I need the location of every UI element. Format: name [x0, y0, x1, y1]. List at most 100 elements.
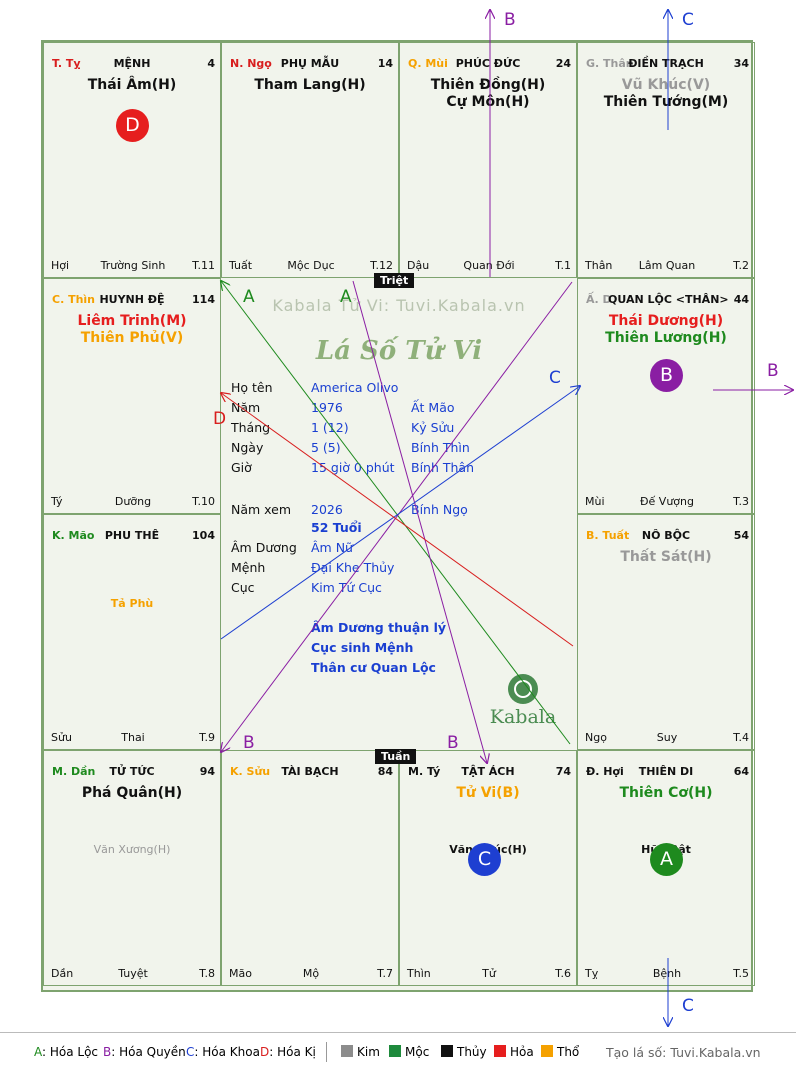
cell-stage: Lâm Quan	[638, 259, 696, 272]
birth-value: 1 (12)	[311, 420, 349, 435]
cell-footer: Dậu Quan Đới T.1	[407, 258, 571, 272]
palace-cell-suu[interactable]: K. Sửu TÀI BẠCH 84 Mão Mộ T.7	[221, 750, 399, 986]
legend-divider	[326, 1042, 327, 1062]
cell-palace-name: NÔ BỘC	[641, 529, 691, 542]
main-star: Thái Dương(H)	[608, 313, 724, 329]
tuan-label: Tuần	[375, 749, 417, 764]
cell-stage: Mộc Dục	[287, 259, 335, 272]
cell-branch: Tỵ	[585, 967, 599, 980]
element-color-swatch	[494, 1045, 506, 1057]
birth-canchi: Ất Mão	[411, 400, 455, 415]
cell-stage: Quan Đới	[463, 259, 515, 272]
destiny-key: Âm Dương	[231, 540, 297, 555]
legend-letter: C	[186, 1045, 195, 1059]
logo-text: Kabala	[489, 706, 557, 728]
birth-canchi: Bính Thìn	[411, 440, 470, 455]
birth-value: 5 (5)	[311, 440, 341, 455]
watermark-text: Kabala Tử Vi: Tuvi.Kabala.vn	[272, 296, 526, 315]
ext-label-c-bottom: C	[682, 996, 694, 1016]
cell-stage: Tuyệt	[118, 967, 148, 980]
age-value: 52 Tuổi	[311, 520, 362, 535]
element-color-swatch	[389, 1045, 401, 1057]
age-row: 52 Tuổi	[311, 518, 511, 538]
destiny-value: Kim Tứ Cục	[311, 580, 382, 595]
cell-dai-han-number: 74	[555, 765, 571, 778]
cell-footer: Ngọ Suy T.4	[585, 730, 749, 744]
hoa-quyen-line-2	[352, 280, 487, 763]
notes-block: Âm Dương thuận lý Cục sinh Mệnh Thân cư Qu…	[311, 618, 571, 678]
palace-cell-dau[interactable]: Ấ. D QUAN LỘC <THÂN> 44 Thái Dương(H) Thiên …	[577, 278, 755, 514]
birth-row: Họ tên America Olivo	[231, 378, 571, 398]
cell-footer: Thân Lâm Quan T.2	[585, 258, 749, 272]
legend-bar: A: Hóa Lộc B: Hóa Quyền C: Hóa Khoa D: Hóa …	[0, 1032, 796, 1071]
palace-cell-mui[interactable]: Q. Mùi PHÚC ĐỨC 24 Thiên Đồng(H) Cự Môn(H) Dậ…	[399, 42, 577, 278]
palace-cell-tuat[interactable]: B. Tuất NÔ BỘC 54 Thất Sát(H) Ngọ Suy T.4	[577, 514, 755, 750]
view-year-canchi: Bính Ngọ	[411, 502, 468, 517]
element-color-swatch	[441, 1045, 453, 1057]
cell-dai-han-number: 4	[207, 57, 215, 70]
legend-element: Mộc	[389, 1045, 429, 1059]
cell-can-chi: K. Sửu	[230, 765, 271, 778]
palace-cell-ty[interactable]: T. Tỵ MỆNH 4 Thái Âm(H) Hợi Trường Sinh T.11 D	[43, 42, 221, 278]
main-star: Thiên Cơ(H)	[619, 785, 713, 801]
birth-key: Ngày	[231, 440, 264, 455]
palace-cell-dan[interactable]: M. Dần TỬ TỨC 94 Phá Quân(H) Văn Xương(H) Dần…	[43, 750, 221, 986]
birth-value: America Olivo	[311, 380, 399, 395]
cell-footer: Thìn Tử T.6	[407, 966, 571, 980]
cell-month: T.4	[733, 731, 749, 744]
cell-branch: Dậu	[407, 259, 430, 272]
chart-note: Cục sinh Mệnh	[311, 640, 414, 655]
cell-main-stars: Tham Lang(H)	[222, 77, 398, 94]
cell-month: T.2	[733, 259, 749, 272]
birth-key: Tháng	[231, 420, 271, 435]
legend-transform-d: D: Hóa Kị	[260, 1045, 316, 1059]
cell-can-chi: B. Tuất	[586, 529, 630, 542]
main-star: Vũ Khúc(V)	[621, 77, 711, 93]
cell-branch: Dần	[51, 967, 74, 980]
cell-main-stars: Vũ Khúc(V) Thiên Tướng(M)	[578, 77, 754, 111]
destiny-value: Đại Khe Thủy	[311, 560, 395, 575]
cell-branch: Mùi	[585, 495, 605, 508]
palace-cell-thin[interactable]: C. Thìn HUYNH ĐỆ 114 Liêm Trinh(M) Thiên Phủ…	[43, 278, 221, 514]
main-star: Thiên Đồng(H)	[430, 77, 546, 93]
cell-dai-han-number: 24	[555, 57, 571, 70]
palace-cell-tys[interactable]: M. Tý TẬT ÁCH 74 Tử Vi(B) Văn Khúc(H) Thìn Tử T…	[399, 750, 577, 986]
birth-key: Họ tên	[231, 380, 273, 395]
minor-star: Văn Xương(H)	[93, 843, 171, 856]
destiny-row: Mệnh Đại Khe Thủy	[231, 558, 571, 578]
palace-cell-ngo[interactable]: N. Ngọ PHỤ MẪU 14 Tham Lang(H) Tuất Mộc Dục T.…	[221, 42, 399, 278]
cell-footer: Mùi Đế Vượng T.3	[585, 494, 749, 508]
palace-cell-than[interactable]: G. Thân ĐIỀN TRẠCH 34 Vũ Khúc(V) Thiên Tướng…	[577, 42, 755, 278]
birth-canchi: Kỷ Sửu	[411, 420, 455, 435]
cell-palace-name: PHU THÊ	[104, 529, 160, 542]
palace-cell-mao[interactable]: K. Mão PHU THÊ 104 Tả Phù Sửu Thai T.9	[43, 514, 221, 750]
cell-stage: Thai	[121, 731, 145, 744]
cell-footer: Tuất Mộc Dục T.12	[229, 258, 393, 272]
element-name: Thổ	[557, 1045, 580, 1059]
credit-link[interactable]: Tạo lá số: Tuvi.Kabala.vn	[606, 1045, 761, 1060]
chart-board: T. Tỵ MỆNH 4 Thái Âm(H) Hợi Trường Sinh T.11 D N…	[41, 40, 755, 992]
cell-dai-han-number: 44	[733, 293, 749, 306]
cell-branch: Tuất	[229, 259, 253, 272]
destiny-value: Âm Nữ	[311, 540, 353, 555]
legend-element: Thổ	[541, 1045, 579, 1059]
cell-main-stars: Thiên Cơ(H)	[578, 785, 754, 802]
legend-transform-b: B: Hóa Quyền	[103, 1045, 186, 1059]
cell-month: T.11	[192, 259, 215, 272]
cell-main-stars: Thất Sát(H)	[578, 549, 754, 566]
cell-palace-name: TÀI BẠCH	[281, 765, 339, 778]
legend-element: Hỏa	[494, 1045, 534, 1059]
destiny-row: Âm Dương Âm Nữ	[231, 538, 571, 558]
legend-letter: A	[34, 1045, 42, 1059]
cell-can-chi: Đ. Hợi	[586, 765, 624, 778]
element-name: Thủy	[457, 1045, 487, 1059]
hoa-khoa-line	[220, 386, 580, 640]
chart-note: Âm Dương thuận lý	[311, 620, 447, 635]
legend-text: : Hóa Lộc	[42, 1045, 99, 1059]
transform-badge-a: A	[650, 843, 683, 876]
cell-month: T.7	[377, 967, 393, 980]
cell-can-chi: N. Ngọ	[230, 57, 272, 70]
cell-can-chi: Q. Mùi	[408, 57, 448, 70]
destiny-key: Cục	[231, 580, 255, 595]
